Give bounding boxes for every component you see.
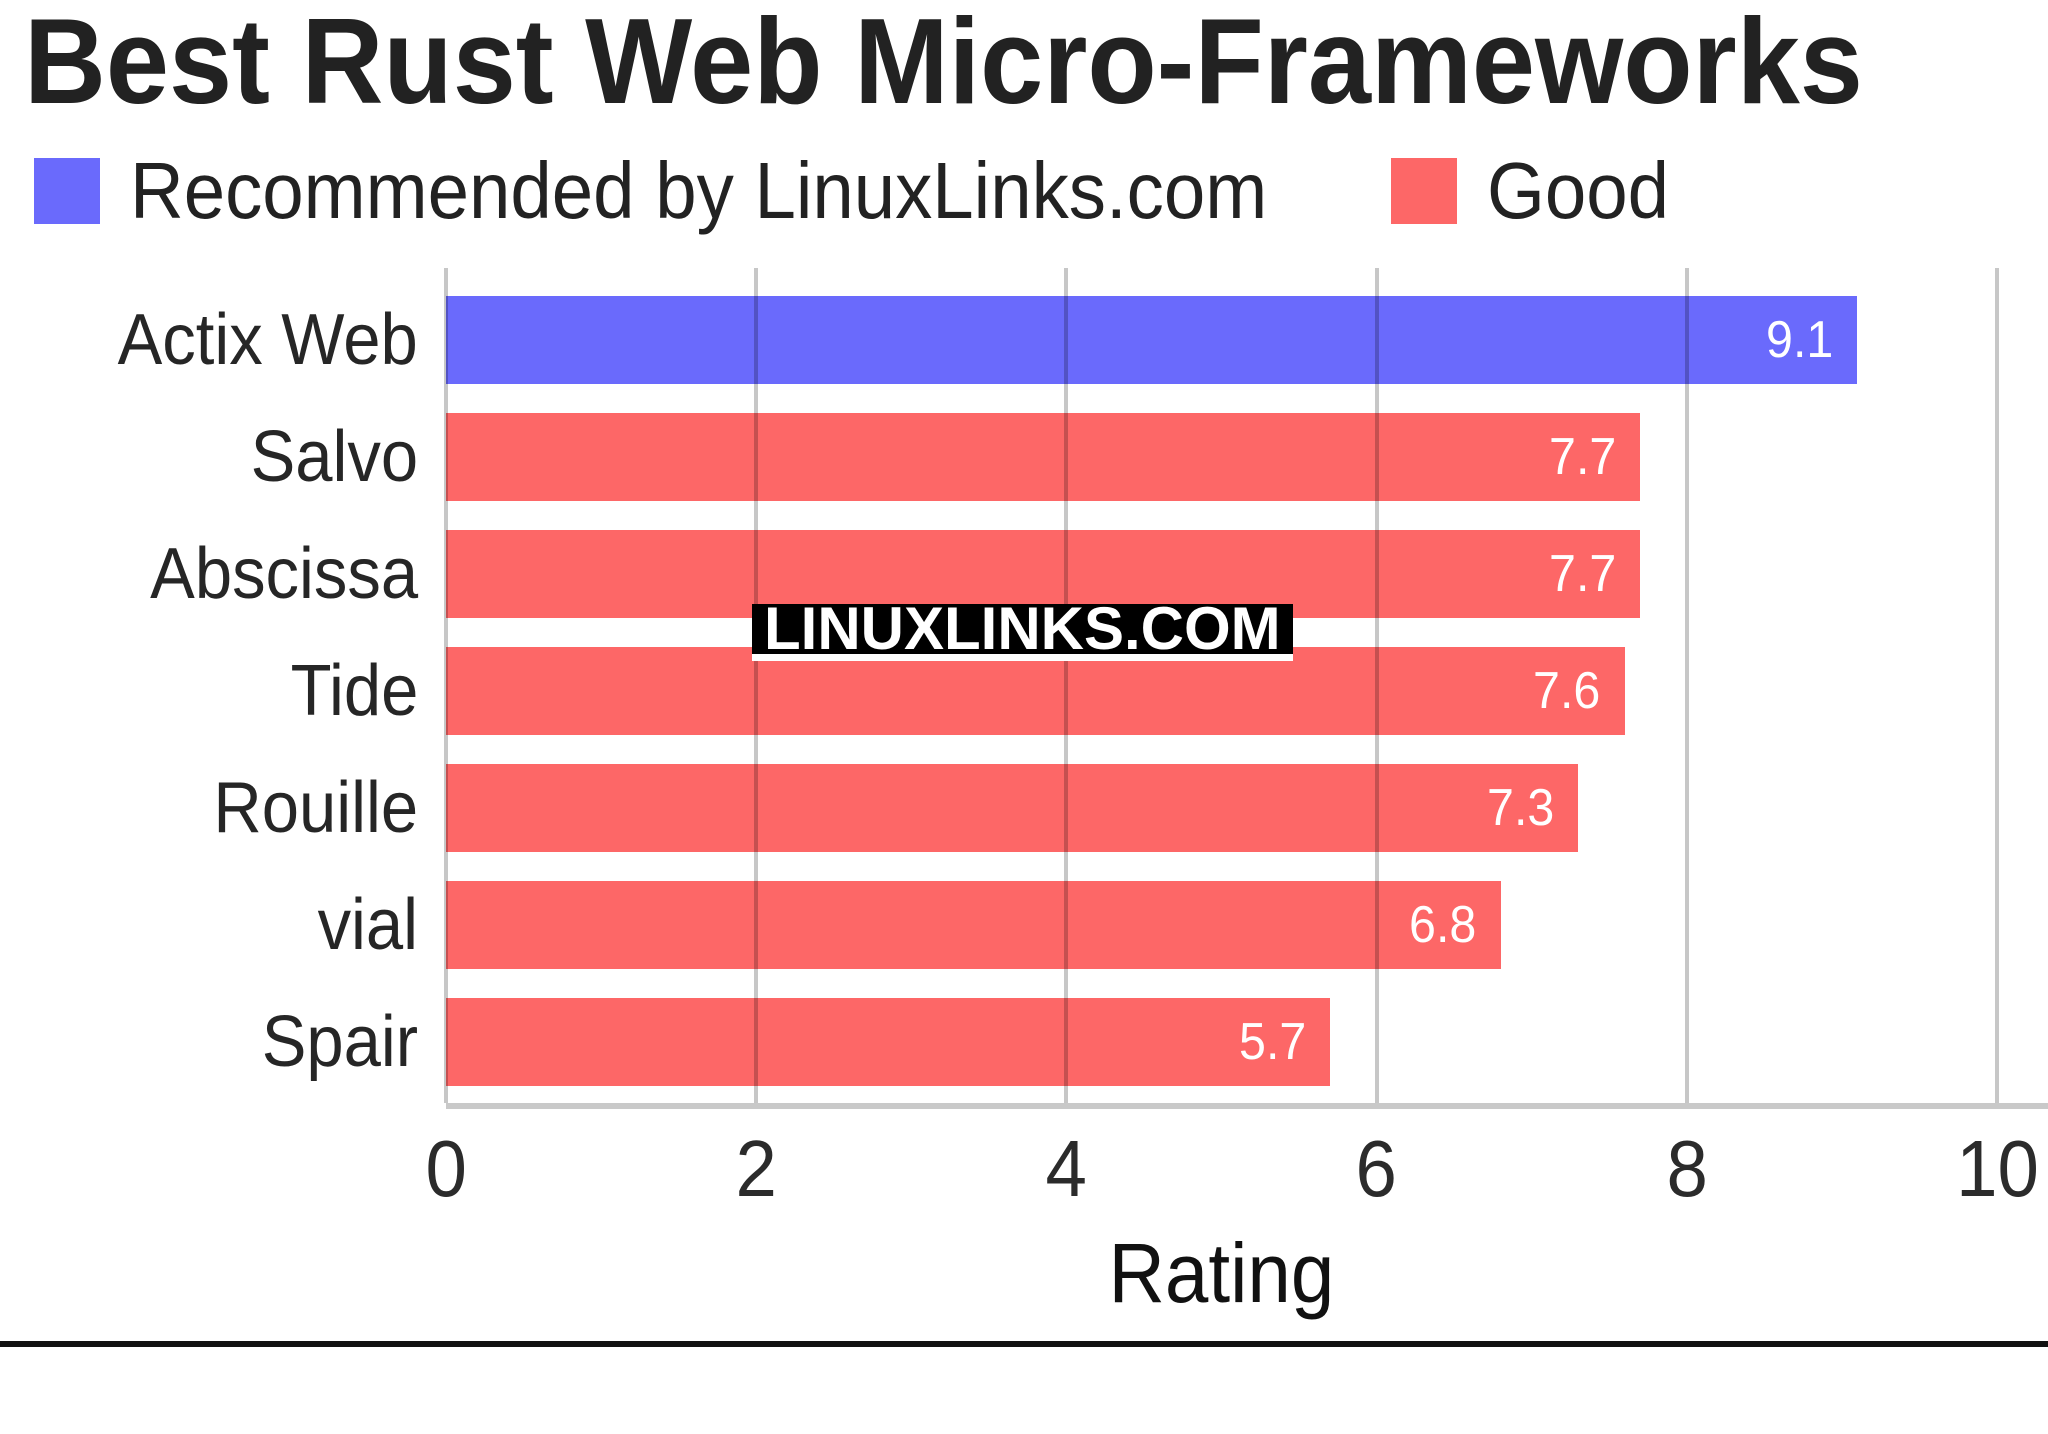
chart-title-text: Best Rust Web Micro-Frameworks (24, 0, 1863, 129)
bar-row-salvo: Salvo 7.7 (250, 413, 1997, 501)
x-tick-0: 0 (425, 1124, 467, 1213)
value-label-salvo: 7.7 (1549, 428, 1617, 486)
x-tick-2: 2 (735, 1124, 777, 1213)
legend-item-recommended: Recommended by LinuxLinks.com (34, 146, 1353, 235)
bar-row-actix-web: Actix Web 9.1 (118, 296, 1997, 384)
bar-row-tide: Tide 7.6 (290, 647, 1997, 735)
legend: Recommended by LinuxLinks.com Good (34, 146, 1683, 235)
bar-rows: Actix Web 9.1 Salvo 7.7 Abscissa 7.7 Tid… (118, 268, 1997, 1103)
plot-area: Actix Web 9.1 Salvo 7.7 Abscissa 7.7 Tid… (118, 268, 2048, 1109)
bar-salvo: 7.7 (446, 413, 1641, 501)
x-tick-8: 8 (1666, 1124, 1708, 1213)
bar-row-vial: vial 6.8 (318, 881, 1997, 969)
watermark-text: LINUXLINKS.COM (764, 595, 1281, 662)
legend-swatch-good (1390, 158, 1457, 224)
bar-actix-web: 9.1 (446, 296, 1858, 384)
category-label-tide: Tide (290, 651, 418, 731)
watermark: LINUXLINKS.COM (752, 599, 1293, 661)
bar-spair: 5.7 (446, 998, 1331, 1086)
bar-row-spair: Spair 5.7 (262, 998, 1997, 1086)
bar-row-abscissa: Abscissa 7.7 (150, 530, 1997, 618)
legend-label-good: Good (1486, 146, 1669, 235)
x-axis-line (446, 1103, 2048, 1109)
category-label-spair: Spair (261, 1002, 418, 1082)
x-tick-6: 6 (1355, 1124, 1398, 1213)
bar-row-rouille: Rouille 7.3 (213, 764, 1997, 852)
bottom-divider (0, 1341, 2048, 1347)
x-tick-10: 10 (1955, 1124, 2039, 1213)
bar-vial: 6.8 (446, 881, 1501, 969)
category-label-abscissa: Abscissa (150, 534, 418, 614)
value-label-vial: 6.8 (1409, 896, 1477, 954)
value-label-rouille: 7.3 (1486, 779, 1555, 837)
legend-label-recommended: Recommended by LinuxLinks.com (130, 146, 1268, 235)
x-axis-title: Rating (1108, 1226, 1335, 1320)
category-label-vial: vial (317, 885, 418, 965)
category-label-salvo: Salvo (250, 417, 418, 497)
value-label-spair: 5.7 (1238, 1013, 1307, 1071)
bar-rouille: 7.3 (446, 764, 1579, 852)
x-tick-4: 4 (1045, 1124, 1088, 1213)
category-label-actix-web: Actix Web (117, 300, 418, 380)
chart-title: Best Rust Web Micro-Frameworks (24, 0, 2001, 126)
value-label-actix-web: 9.1 (1766, 311, 1834, 369)
x-axis-ticks: 0 2 4 6 8 10 (425, 1124, 2038, 1214)
legend-swatch-recommended (34, 158, 100, 224)
category-label-rouille: Rouille (213, 768, 418, 848)
value-label-tide: 7.6 (1533, 662, 1601, 720)
bar-tide: 7.6 (446, 647, 1625, 735)
legend-item-good: Good (1390, 146, 1683, 235)
bar-abscissa: 7.7 (446, 530, 1641, 618)
value-label-abscissa: 7.7 (1549, 545, 1617, 603)
